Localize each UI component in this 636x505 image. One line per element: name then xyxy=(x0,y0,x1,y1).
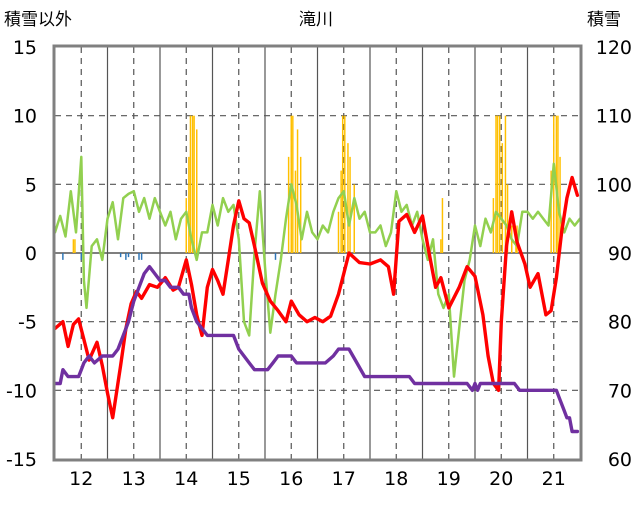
bar xyxy=(119,253,122,258)
bar xyxy=(191,115,194,254)
bar xyxy=(349,156,351,253)
x-tick-label: 16 xyxy=(279,468,303,490)
bar xyxy=(127,253,130,258)
bar xyxy=(441,198,444,253)
bar xyxy=(62,253,64,260)
bar xyxy=(495,115,497,254)
bar xyxy=(506,184,509,253)
y-left-tick-label: 15 xyxy=(13,37,37,59)
bar xyxy=(80,253,82,260)
bar xyxy=(504,115,507,254)
y-left-tick-label: -15 xyxy=(6,449,37,471)
bar xyxy=(557,115,559,254)
bar xyxy=(274,253,277,260)
x-tick-label: 15 xyxy=(227,468,251,490)
bar xyxy=(292,115,294,254)
bar xyxy=(140,253,143,260)
bar xyxy=(498,115,501,254)
x-tick-label: 13 xyxy=(122,468,146,490)
plot-frame xyxy=(52,44,583,462)
bar xyxy=(501,143,504,253)
bar xyxy=(496,115,499,254)
bar xyxy=(196,129,198,253)
bar xyxy=(294,170,297,253)
bar xyxy=(185,198,187,253)
bar xyxy=(347,143,349,253)
bar xyxy=(341,115,344,254)
bar xyxy=(72,239,75,253)
chart-title: 滝川 xyxy=(299,10,333,30)
bar xyxy=(553,115,555,254)
bar xyxy=(74,239,76,253)
x-tick-label: 21 xyxy=(542,468,566,490)
y-right-tick-label: 90 xyxy=(608,243,632,265)
bar xyxy=(337,211,340,253)
bar xyxy=(340,170,342,253)
series-line xyxy=(53,155,582,378)
right-axis-label: 積雪 xyxy=(587,10,621,30)
bar xyxy=(550,170,552,253)
bar xyxy=(440,239,442,253)
bar xyxy=(189,115,192,254)
left-axis-label: 積雪以外 xyxy=(4,10,72,30)
y-left-tick-label: -10 xyxy=(6,380,37,402)
y-right-tick-label: 70 xyxy=(608,380,632,402)
grid xyxy=(55,47,580,459)
bar xyxy=(125,253,127,260)
x-tick-label: 19 xyxy=(437,468,461,490)
x-tick-label: 17 xyxy=(332,468,356,490)
y-left-tick-label: 5 xyxy=(25,174,37,196)
y-right-tick-label: 110 xyxy=(596,106,632,128)
y-left-tick-label: -5 xyxy=(18,312,37,334)
bar xyxy=(344,115,346,254)
bar xyxy=(296,129,299,253)
y-right-tick-label: 80 xyxy=(608,312,632,334)
x-tick-label: 12 xyxy=(69,468,93,490)
y-left-tick-label: 0 xyxy=(25,243,37,265)
y-right-tick-label: 100 xyxy=(596,174,632,196)
tick-labels: 12 13 14 15 16 17 18 19 20 21 15 10 5 0 -5 -10 -15 120 110… xyxy=(6,37,632,490)
series-lines xyxy=(53,155,582,434)
y-right-tick-label: 60 xyxy=(608,449,632,471)
bar xyxy=(559,156,561,253)
x-tick-label: 20 xyxy=(489,468,513,490)
x-tick-label: 18 xyxy=(384,468,408,490)
bar xyxy=(299,156,302,253)
bar xyxy=(193,115,195,254)
bars xyxy=(62,115,561,260)
bar xyxy=(138,253,140,260)
bar xyxy=(188,156,190,253)
series-line xyxy=(53,265,580,434)
bar xyxy=(353,184,355,253)
y-right-tick-label: 120 xyxy=(596,37,632,59)
y-left-tick-label: 10 xyxy=(13,106,37,128)
x-tick-label: 14 xyxy=(174,468,198,490)
